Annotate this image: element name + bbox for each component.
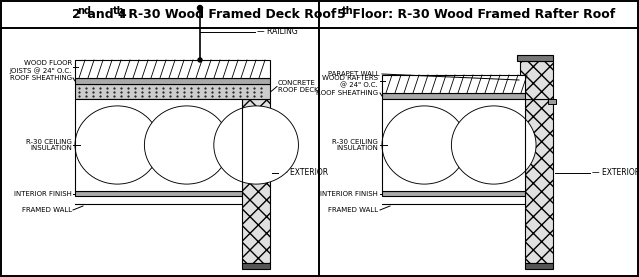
Text: — EXTERIOR: — EXTERIOR bbox=[280, 168, 328, 177]
Text: th: th bbox=[113, 6, 125, 17]
Text: nd: nd bbox=[77, 6, 91, 17]
Bar bbox=[517, 55, 553, 61]
Bar bbox=[382, 93, 525, 99]
Text: CONCRETE
ROOF DECK: CONCRETE ROOF DECK bbox=[278, 80, 319, 93]
Text: WOOD RAFTERS
@ 24" O.C.: WOOD RAFTERS @ 24" O.C. bbox=[322, 75, 378, 88]
Bar bbox=[525, 99, 553, 263]
Circle shape bbox=[198, 58, 202, 62]
Circle shape bbox=[197, 6, 203, 11]
Text: — EXTERIOR: — EXTERIOR bbox=[592, 168, 639, 177]
Bar bbox=[242, 263, 270, 269]
Text: th: th bbox=[342, 6, 353, 17]
Bar bbox=[548, 99, 556, 104]
Text: ROOF SHEATHING: ROOF SHEATHING bbox=[10, 75, 72, 81]
Ellipse shape bbox=[214, 106, 298, 184]
Bar bbox=[75, 78, 270, 84]
Text: FRAMED WALL: FRAMED WALL bbox=[22, 207, 72, 213]
Ellipse shape bbox=[75, 106, 160, 184]
Text: FRAMED WALL: FRAMED WALL bbox=[328, 207, 378, 213]
Bar bbox=[75, 84, 270, 99]
Bar bbox=[75, 191, 242, 196]
Bar bbox=[382, 191, 525, 196]
Bar bbox=[75, 99, 242, 191]
Ellipse shape bbox=[451, 106, 536, 184]
Text: ROOF SHEATHING: ROOF SHEATHING bbox=[316, 90, 378, 96]
Text: INTERIOR FINISH: INTERIOR FINISH bbox=[14, 191, 72, 196]
Text: 5: 5 bbox=[337, 7, 346, 20]
Text: R-30 CEILING
INSULATION: R-30 CEILING INSULATION bbox=[332, 138, 378, 152]
Bar bbox=[75, 60, 270, 78]
Text: : R-30 Wood Framed Deck Roof: : R-30 Wood Framed Deck Roof bbox=[119, 7, 337, 20]
Bar bbox=[242, 99, 270, 263]
Bar bbox=[382, 99, 525, 191]
Text: R-30 CEILING
INSULATION: R-30 CEILING INSULATION bbox=[26, 138, 72, 152]
Bar bbox=[75, 99, 242, 191]
Text: 2: 2 bbox=[72, 7, 81, 20]
Text: Floor: R-30 Wood Framed Rafter Roof: Floor: R-30 Wood Framed Rafter Roof bbox=[348, 7, 615, 20]
Text: INTERIOR FINISH: INTERIOR FINISH bbox=[320, 191, 378, 196]
Bar bbox=[382, 99, 525, 191]
Bar bbox=[520, 61, 553, 99]
Ellipse shape bbox=[144, 106, 229, 184]
Bar bbox=[382, 75, 525, 93]
Ellipse shape bbox=[382, 106, 466, 184]
Text: WOOD FLOOR
JOISTS @ 24" O.C.: WOOD FLOOR JOISTS @ 24" O.C. bbox=[10, 60, 72, 74]
Text: — RAILING: — RAILING bbox=[257, 27, 298, 37]
Text: and 4: and 4 bbox=[83, 7, 127, 20]
Text: PARAPET WALL: PARAPET WALL bbox=[328, 71, 380, 77]
Bar bbox=[525, 263, 553, 269]
